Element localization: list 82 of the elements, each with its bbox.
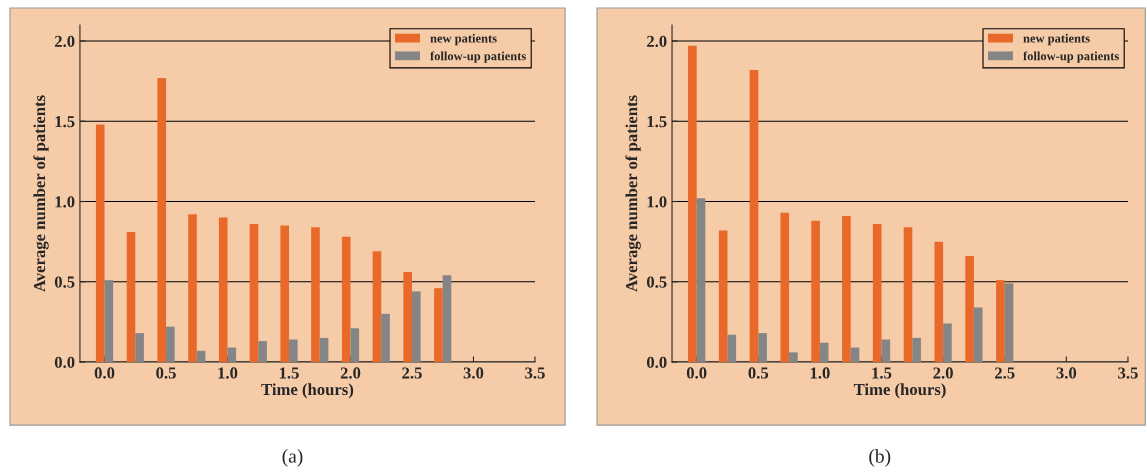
- y-tick-label: 1.0: [647, 196, 667, 208]
- bar: [758, 333, 767, 362]
- bar: [718, 230, 728, 362]
- y-axis-title: Average number of patients: [33, 95, 49, 292]
- x-tick-label: 2.0: [340, 367, 361, 379]
- x-tick-label: 2.5: [995, 367, 1015, 379]
- bar: [903, 227, 913, 362]
- bar: [912, 337, 921, 362]
- bar: [819, 342, 829, 362]
- bar: [157, 77, 167, 362]
- y-tick-label: 0.0: [646, 356, 667, 369]
- x-tick-label: 0.0: [686, 367, 707, 379]
- bar: [881, 339, 891, 362]
- legend-label: follow-up patients: [430, 51, 526, 63]
- bar: [289, 339, 298, 362]
- bar: [381, 313, 390, 362]
- bar: [973, 307, 983, 362]
- bar: [749, 69, 759, 362]
- bar: [249, 223, 259, 362]
- bar: [442, 275, 452, 362]
- y-tick-label: 1.5: [55, 116, 75, 128]
- bar: [95, 124, 105, 362]
- legend-label: new patients: [1023, 33, 1090, 46]
- bar: [166, 326, 175, 362]
- x-tick-label: 3.5: [525, 367, 545, 379]
- text: (b): [869, 449, 891, 467]
- bar: [135, 333, 144, 362]
- x-tick-label: 0.5: [748, 367, 769, 379]
- y-axis-title: Average number of patients: [625, 95, 641, 292]
- bar: [218, 217, 228, 362]
- x-tick-label: 1.0: [810, 367, 830, 379]
- y-tick-label: 0.0: [54, 356, 75, 369]
- bar: [996, 280, 1005, 362]
- bar: [188, 214, 197, 362]
- bar: [411, 291, 421, 362]
- y-tick-label: 1.0: [55, 196, 75, 208]
- bar: [965, 256, 974, 362]
- bar: [126, 232, 136, 362]
- x-tick-label: 0.5: [156, 367, 176, 379]
- bar: [696, 198, 706, 362]
- bar: [104, 280, 114, 362]
- bar: [341, 236, 351, 362]
- y-tick-label: 2.0: [647, 35, 667, 48]
- x-tick-label: 2.5: [402, 367, 422, 379]
- bar: [934, 241, 944, 362]
- x-axis-title: Time (hours): [261, 383, 354, 399]
- bar: [196, 350, 206, 362]
- bar: [842, 215, 851, 362]
- bar: [1004, 283, 1014, 362]
- bar: [258, 341, 267, 362]
- bar: [350, 328, 360, 362]
- x-tick-label: 1.5: [872, 367, 892, 379]
- bar: [280, 225, 290, 362]
- bar: [311, 227, 320, 362]
- bar: [403, 272, 412, 362]
- bar: [850, 347, 860, 362]
- x-tick-label: 0.0: [94, 367, 115, 379]
- bar: [319, 337, 329, 362]
- y-tick-label: 0.5: [646, 276, 667, 288]
- bar: [227, 347, 237, 362]
- bar: [688, 45, 697, 362]
- bar: [372, 251, 382, 362]
- y-tick-label: 0.5: [54, 276, 75, 288]
- x-tick-label: 1.5: [279, 367, 299, 379]
- bar: [727, 334, 737, 362]
- y-tick-label: 2.0: [54, 35, 75, 48]
- x-tick-label: 2.0: [933, 367, 953, 379]
- legend-label: new patients: [430, 33, 497, 46]
- bar: [434, 288, 443, 362]
- x-axis-title: Time (hours): [853, 383, 946, 399]
- bar: [943, 323, 952, 362]
- bar: [780, 212, 790, 362]
- bar: [789, 352, 798, 362]
- bar: [872, 223, 882, 362]
- bar: [811, 220, 820, 362]
- x-tick-label: 3.5: [1118, 367, 1138, 379]
- text: (a): [282, 449, 303, 467]
- x-tick-label: 1.0: [218, 367, 238, 379]
- x-tick-label: 3.0: [463, 367, 484, 379]
- x-tick-label: 3.0: [1056, 367, 1077, 379]
- legend-label: follow-up patients: [1023, 51, 1119, 63]
- y-tick-label: 1.5: [647, 116, 667, 128]
